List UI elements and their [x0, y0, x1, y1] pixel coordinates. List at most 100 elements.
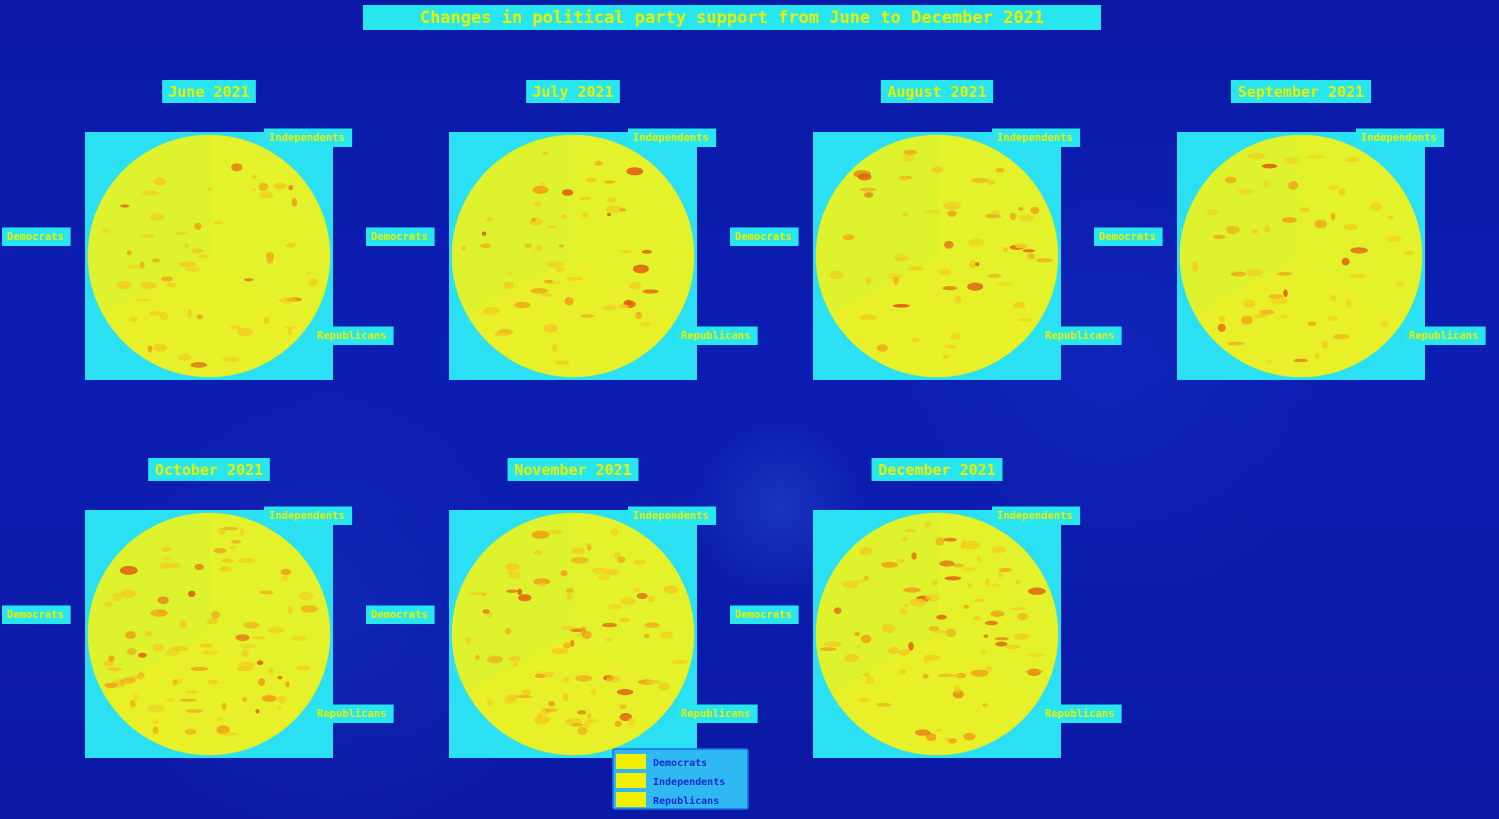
- pie-slice-independents: [830, 633, 1040, 756]
- pie-texture-spot: [1217, 323, 1226, 332]
- slice-label-independents: Independents: [269, 132, 345, 144]
- pie-texture-spot: [1270, 298, 1289, 305]
- pie-texture-spot: [1338, 187, 1346, 196]
- slice-label-independents-background: [992, 506, 1081, 525]
- pie-texture-spot: [127, 264, 139, 270]
- pie-texture-spot: [944, 576, 962, 581]
- pie-texture-spot: [1013, 301, 1025, 309]
- pie-texture-spot: [518, 594, 532, 602]
- pie-texture-spot: [152, 726, 159, 735]
- pie-texture-spot: [521, 689, 532, 696]
- slice-label-independents-background: [992, 128, 1081, 147]
- pie-slice-democrats: [572, 512, 695, 700]
- pie-texture-spot: [530, 287, 548, 294]
- pie-texture-spot: [862, 672, 870, 677]
- chart-title-background: [363, 5, 1101, 30]
- slice-label-democrats: Democrats: [7, 609, 64, 621]
- pie-texture-spot: [606, 197, 617, 203]
- pie-texture-spot: [1225, 225, 1240, 235]
- pie-texture-spot: [991, 545, 1007, 554]
- legend-swatch-republicans: [616, 792, 646, 807]
- panel-title: December 2021: [878, 461, 995, 479]
- pie-texture-spot: [859, 187, 877, 192]
- pie-texture-spot: [614, 720, 622, 727]
- pie-texture-spot: [585, 543, 593, 547]
- pie-texture-spot: [619, 617, 630, 623]
- pie-texture-spot: [935, 537, 945, 546]
- pie-texture-spot: [973, 616, 982, 621]
- pie-texture-spot: [126, 250, 132, 256]
- pie-texture-spot: [259, 590, 274, 595]
- pie-texture-spot: [161, 546, 172, 552]
- pie-texture-spot: [216, 725, 230, 735]
- pie-texture-spot: [579, 196, 591, 201]
- slice-label-democrats-group: Democrats: [1094, 227, 1163, 246]
- pie-texture-spot: [222, 357, 240, 362]
- pie-texture-spot: [1252, 229, 1259, 235]
- pie-texture-spot: [614, 551, 621, 559]
- slice-label-independents: Independents: [1361, 132, 1437, 144]
- pie-texture-spot: [179, 698, 197, 702]
- pie-texture-spot: [221, 558, 234, 563]
- pie-slice-republicans: [815, 512, 938, 693]
- pie-texture-spot: [634, 588, 641, 592]
- pie-texture-spot: [252, 636, 266, 640]
- panel-title-group: November 2021: [507, 458, 639, 481]
- pie-texture-spot: [268, 666, 275, 675]
- pie-texture-spot: [887, 272, 903, 280]
- pie-texture-spot: [552, 343, 558, 352]
- slice-label-republicans-group: Republicans: [676, 704, 758, 723]
- pie-texture-spot: [660, 631, 674, 639]
- pie-texture-spot: [644, 622, 660, 628]
- pie-texture-spot: [571, 547, 586, 555]
- pie-texture-spot: [963, 540, 980, 550]
- pie-texture-spot: [555, 267, 565, 273]
- pie-texture-spot: [619, 208, 627, 212]
- pie-texture-spot: [1369, 202, 1382, 212]
- pie-texture-spot: [153, 343, 168, 352]
- pie-texture-spot: [196, 314, 204, 320]
- pie-slice-republicans: [1179, 134, 1302, 315]
- pie-texture-spot: [975, 262, 980, 267]
- pie-texture-spot: [882, 624, 896, 634]
- slice-label-republicans: Republicans: [681, 330, 751, 342]
- panel-title: November 2021: [514, 461, 631, 479]
- pie-texture-spot: [1022, 249, 1035, 253]
- pie-texture-spot: [1329, 295, 1337, 302]
- pie-slice-independents: [102, 633, 312, 756]
- pie-texture-spot: [152, 643, 164, 652]
- pie-texture-spot: [142, 190, 159, 196]
- pie-texture-spot: [616, 689, 634, 696]
- pie-texture-spot: [285, 681, 290, 688]
- pie-texture-spot: [577, 727, 588, 735]
- slice-label-republicans-group: Republicans: [676, 326, 758, 345]
- slice-label-republicans-background: [676, 704, 758, 723]
- slice-label-republicans-group: Republicans: [1040, 326, 1122, 345]
- pie-texture-spot: [112, 592, 123, 602]
- pie-texture-spot: [1268, 294, 1284, 299]
- pie-texture-spot: [566, 588, 574, 593]
- panel-title-background: [148, 458, 270, 481]
- pie-texture-spot: [461, 245, 467, 251]
- pie-texture-spot: [1191, 263, 1199, 272]
- pie-texture-spot: [239, 644, 257, 649]
- pie-texture-spot: [287, 605, 293, 615]
- pie-texture-spot: [1283, 289, 1288, 298]
- pie-texture-spot: [267, 626, 285, 634]
- pie-texture-spot: [939, 560, 955, 567]
- pie-texture-spot: [1253, 313, 1268, 318]
- pie-texture-spot: [539, 582, 546, 588]
- pie-texture-spot: [188, 590, 196, 597]
- pie-texture-spot: [967, 282, 984, 291]
- pie-texture-spot: [161, 276, 173, 282]
- pie-texture-spot: [1027, 587, 1046, 595]
- pie-texture-spot: [995, 641, 1008, 647]
- slice-label-republicans-background: [1040, 704, 1122, 723]
- pie-texture-spot: [1213, 234, 1226, 240]
- slice-label-independents-group: Independents: [264, 506, 353, 525]
- pie-texture-spot: [1345, 157, 1360, 162]
- slice-label-independents-group: Independents: [992, 128, 1081, 147]
- pie-texture-spot: [508, 656, 521, 662]
- pie-texture-spot: [626, 167, 644, 176]
- pie-texture-spot: [1019, 214, 1035, 222]
